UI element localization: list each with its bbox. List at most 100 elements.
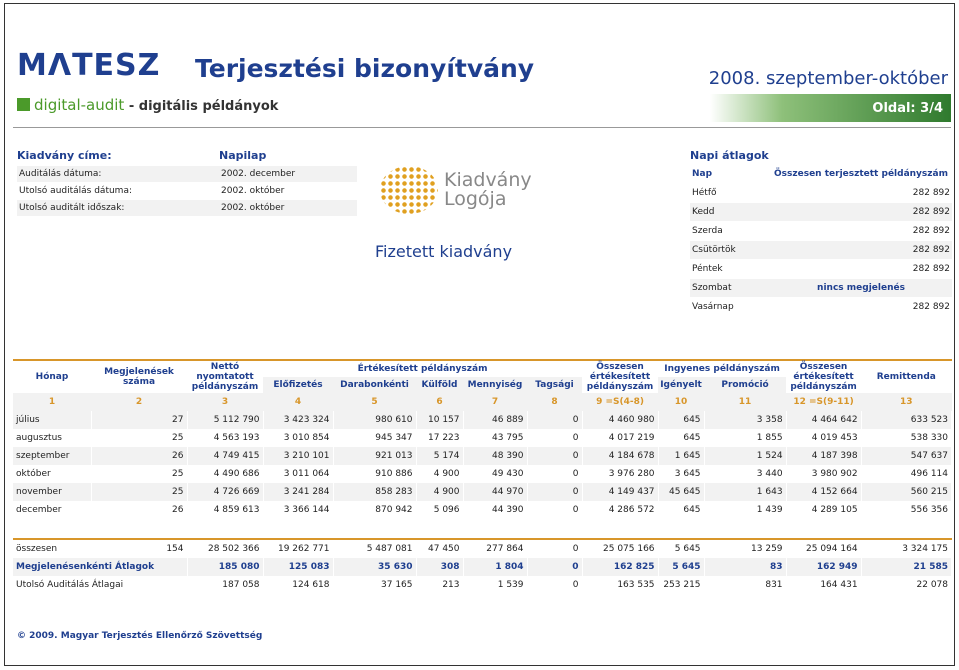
cell: július bbox=[13, 411, 92, 429]
cell: 4 187 398 bbox=[786, 447, 862, 465]
cell: Utolsó Auditálás Átlagai bbox=[13, 576, 188, 594]
th: Promóció bbox=[704, 377, 787, 393]
cell: 3 440 bbox=[704, 465, 787, 483]
cell: 0 bbox=[527, 558, 583, 576]
cell: október bbox=[13, 465, 92, 483]
cell: 49 430 bbox=[463, 465, 528, 483]
cell: 870 942 bbox=[333, 501, 417, 519]
cell: 547 637 bbox=[861, 447, 953, 465]
day: Szombat bbox=[690, 278, 770, 298]
day-value: nincs megjelenés bbox=[770, 278, 952, 298]
th: Ingyenes példányszám bbox=[658, 358, 787, 378]
product: digital-audit - digitális példányok bbox=[17, 96, 278, 114]
daily-row: Szombat nincs megjelenés bbox=[690, 278, 952, 298]
cell: 4 149 437 bbox=[582, 483, 659, 501]
cell: 3 011 064 bbox=[263, 465, 334, 483]
cell: 3 976 280 bbox=[582, 465, 659, 483]
day: Szerda bbox=[690, 221, 770, 241]
th: 12 =S(9-11) bbox=[786, 393, 862, 411]
cell: 910 886 bbox=[333, 465, 417, 483]
daily-row: Csütörtök 282 892 bbox=[690, 240, 952, 260]
product-suffix: - digitális példányok bbox=[124, 99, 279, 114]
cell: 162 949 bbox=[786, 558, 862, 576]
cell: 538 330 bbox=[861, 429, 953, 447]
cell: november bbox=[13, 483, 92, 501]
th: Hónap bbox=[13, 359, 91, 393]
cell: 163 535 bbox=[582, 576, 659, 594]
cell: 945 347 bbox=[333, 429, 417, 447]
cell: 164 431 bbox=[786, 576, 862, 594]
data-row: Megjelenésenkénti Átlagok 185 080 125 083 3… bbox=[13, 558, 953, 576]
cell: 0 bbox=[527, 501, 583, 519]
cell: 125 083 bbox=[263, 558, 334, 576]
cell: 4 900 bbox=[416, 483, 464, 501]
th: Nap bbox=[690, 165, 770, 184]
cell: 25 094 164 bbox=[786, 538, 862, 558]
spacer-cell bbox=[13, 519, 952, 539]
th: Külföld bbox=[416, 377, 463, 393]
data-row: november 25 4 726 669 3 241 284 858 283 4 900… bbox=[13, 483, 953, 501]
th: Összesen értékesített példányszám bbox=[582, 359, 659, 393]
cell: 5 645 bbox=[658, 558, 705, 576]
cell: 4 019 453 bbox=[786, 429, 862, 447]
product-name: digital-audit bbox=[34, 96, 125, 114]
cell: 3 423 324 bbox=[263, 411, 334, 429]
cell: 4 900 bbox=[416, 465, 464, 483]
cell: 1 804 bbox=[463, 558, 528, 576]
data-row: augusztus 25 4 563 193 3 010 854 945 347 17 2… bbox=[13, 429, 953, 447]
cell: 25 075 166 bbox=[582, 538, 659, 558]
cell: 25 bbox=[91, 429, 188, 447]
cell: 162 825 bbox=[582, 558, 659, 576]
cell: 187 058 bbox=[187, 576, 264, 594]
cell: 0 bbox=[527, 465, 583, 483]
cell: 43 795 bbox=[463, 429, 528, 447]
info-key: Utolsó auditált időszak: bbox=[19, 203, 125, 213]
caption: Fizetett kiadvány bbox=[375, 242, 513, 261]
cell: 556 356 bbox=[861, 501, 953, 519]
cell: 4 017 219 bbox=[582, 429, 659, 447]
cell: 47 450 bbox=[416, 538, 464, 558]
cell: 4 289 105 bbox=[786, 501, 862, 519]
info-val: 2002. december bbox=[221, 169, 296, 179]
cell: 17 223 bbox=[416, 429, 464, 447]
cell: 124 618 bbox=[263, 576, 334, 594]
cell: 185 080 bbox=[187, 558, 264, 576]
cell: 45 645 bbox=[658, 483, 705, 501]
cell: 4 460 980 bbox=[582, 411, 659, 429]
cell: 0 bbox=[527, 429, 583, 447]
cell: 19 262 771 bbox=[263, 538, 334, 558]
info-row: Utolsó auditált időszak: 2002. október bbox=[17, 200, 357, 216]
cell: 0 bbox=[527, 483, 583, 501]
cell: 1 643 bbox=[704, 483, 787, 501]
cell: augusztus bbox=[13, 429, 92, 447]
cell: 3 366 144 bbox=[263, 501, 334, 519]
cell: 4 749 415 bbox=[187, 447, 264, 465]
data-row: összesen 154 28 502 366 19 262 771 5 487 081… bbox=[13, 538, 953, 558]
th: 4 bbox=[263, 393, 333, 411]
cell: 4 152 664 bbox=[786, 483, 862, 501]
th: 8 bbox=[527, 393, 583, 411]
info-row: Utolsó auditálás dátuma: 2002. október bbox=[17, 183, 357, 199]
th: Összesen terjesztett példányszám bbox=[770, 165, 952, 184]
cell: 37 165 bbox=[333, 576, 417, 594]
daily-title: Napi átlagok bbox=[690, 149, 769, 162]
daily-row: Vasárnap 282 892 bbox=[690, 297, 952, 317]
daily-row: Hétfő 282 892 bbox=[690, 183, 952, 203]
cell: 25 bbox=[91, 483, 188, 501]
day-value: 282 892 bbox=[770, 221, 952, 241]
day: Hétfő bbox=[690, 183, 770, 203]
cell: 3 241 284 bbox=[263, 483, 334, 501]
th: Előfizetés bbox=[263, 377, 333, 393]
cell: 21 585 bbox=[861, 558, 953, 576]
cell: 831 bbox=[704, 576, 787, 594]
th: Remittenda bbox=[861, 359, 952, 393]
cell: 3 210 101 bbox=[263, 447, 334, 465]
cell: 645 bbox=[658, 429, 705, 447]
cell: 154 bbox=[91, 538, 188, 558]
day: Vasárnap bbox=[690, 297, 770, 317]
cell: 0 bbox=[527, 447, 583, 465]
main-table: Hónap Megjelenések száma Nettó nyomtatott … bbox=[13, 358, 953, 594]
th: 10 bbox=[658, 393, 705, 411]
info-row: Auditálás dátuma: 2002. december bbox=[17, 166, 357, 182]
